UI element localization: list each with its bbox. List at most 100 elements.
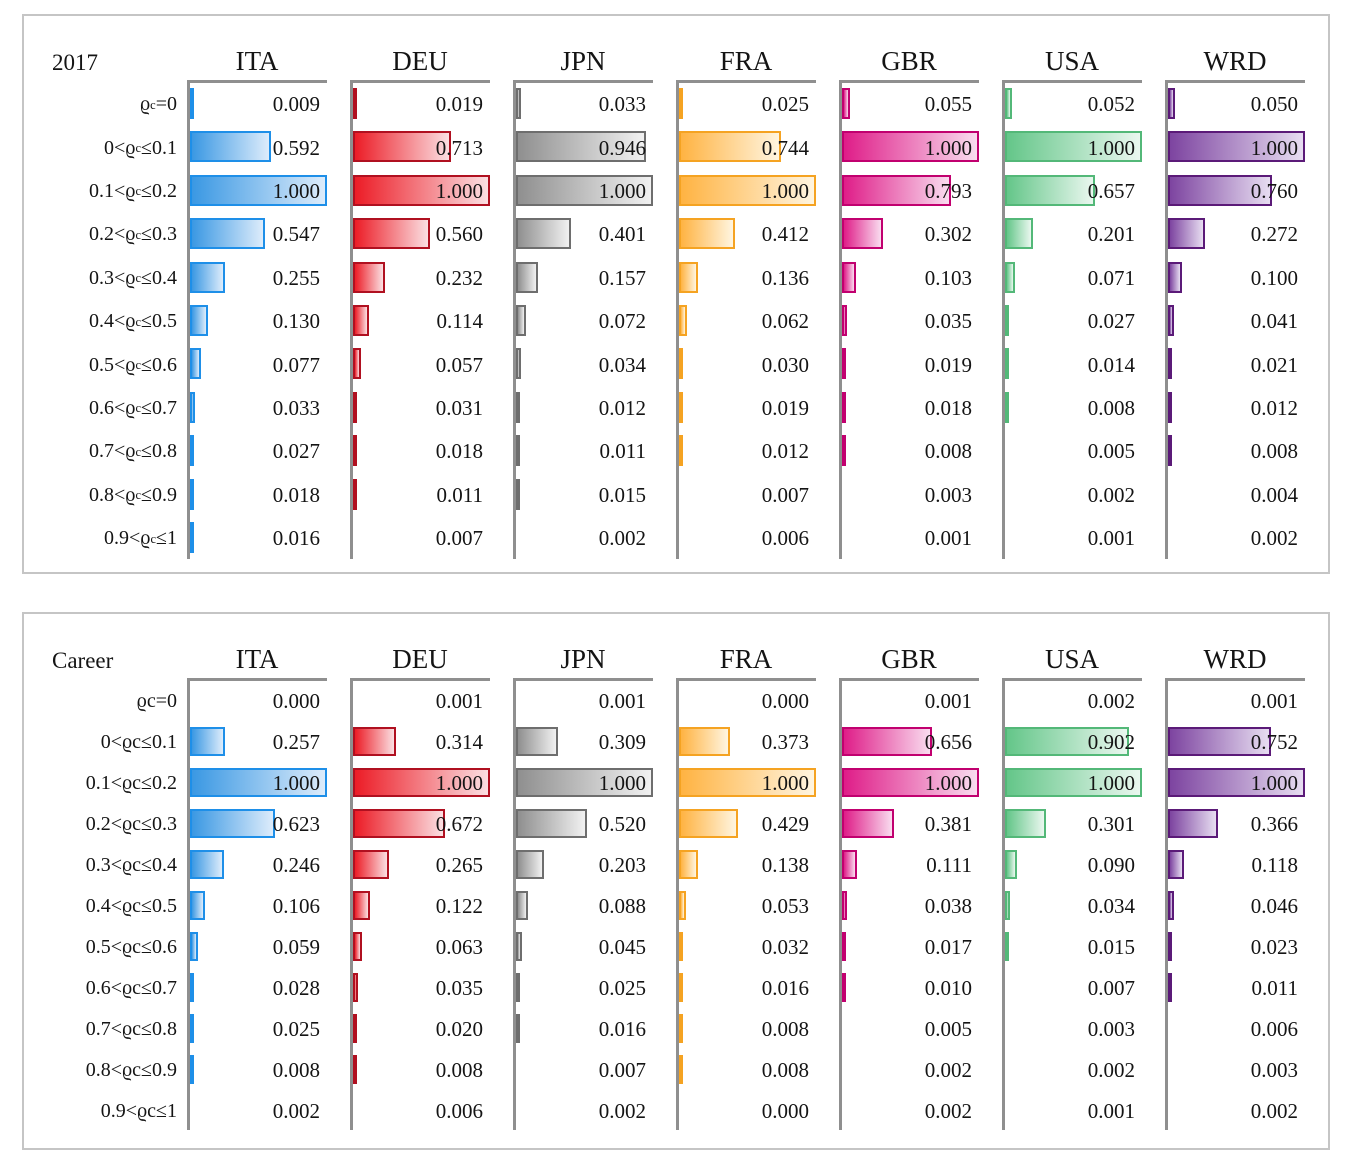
value-label: 1.000 (924, 135, 972, 160)
value-label: 0.025 (761, 92, 809, 117)
value-label: 0.002 (1250, 1099, 1298, 1123)
bar (1005, 88, 1013, 119)
bar (1005, 261, 1015, 293)
value-label: 0.008 (272, 1058, 320, 1082)
value-label: 0.002 (924, 1058, 972, 1082)
bar-row: 0.004 (1168, 474, 1305, 517)
bar (1168, 174, 1273, 206)
value-label: 0.656 (924, 730, 972, 754)
value-label: 0.000 (761, 1099, 809, 1123)
bar-row: 0.623 (190, 804, 327, 845)
value-label: 0.122 (435, 894, 483, 918)
value-label: 0.050 (1250, 92, 1298, 117)
bar-row: 0.005 (842, 1009, 979, 1050)
bar-row: 0.014 (1005, 343, 1142, 386)
panel-2017: 2017 ϱ c =0 0<ϱ c ≤0.1 0.1<ϱ c ≤0.2 0.2<ϱ c ≤0.3 0.3… (22, 14, 1330, 574)
bar (353, 891, 370, 920)
chart-column-gbr: 0.055 1.000 0.793 0.302 0.103 0.035 0.019 0.018… (839, 80, 979, 559)
bar (1168, 932, 1172, 961)
bar-row: 1.000 (1168, 763, 1305, 804)
bar-row: 0.009 (190, 83, 327, 126)
bar-row: 0.002 (190, 1091, 327, 1132)
bar (679, 261, 698, 293)
value-label: 0.257 (272, 730, 320, 754)
bar (190, 1055, 194, 1084)
value-label: 0.052 (1087, 92, 1135, 117)
bar-row: 0.114 (353, 300, 490, 343)
bar (1168, 891, 1175, 920)
value-label: 0.001 (1250, 689, 1298, 713)
bar (679, 850, 698, 879)
value-label: 0.001 (924, 689, 972, 713)
bar-row: 0.547 (190, 213, 327, 256)
row-label-pre: 0.6<ϱ (88, 396, 136, 419)
bar-row: 0.030 (679, 343, 816, 386)
bar (1168, 348, 1172, 380)
value-label: 0.046 (1250, 894, 1298, 918)
bar-row: 0.062 (679, 300, 816, 343)
bar (1168, 131, 1305, 163)
bar-row: 0.012 (1168, 387, 1305, 430)
bar-row: 0.138 (679, 845, 816, 886)
bar-row: 0.002 (516, 1091, 653, 1132)
bar-row: 0.010 (842, 968, 979, 1009)
bar (516, 261, 538, 293)
value-label: 0.103 (924, 265, 972, 290)
bar (679, 348, 684, 380)
bar (679, 809, 738, 838)
chart-column-jpn: 0.001 0.309 1.000 0.520 0.203 0.088 0.045 0.025… (513, 678, 653, 1130)
row-label-post: ≤0.8 (141, 440, 177, 463)
bar (1005, 304, 1009, 336)
bar-row: 0.381 (842, 804, 979, 845)
bar-row: 0.100 (1168, 257, 1305, 300)
value-label: 0.130 (272, 309, 320, 334)
bar (842, 727, 932, 756)
bar-row: 0.760 (1168, 170, 1305, 213)
value-label: 0.027 (272, 439, 320, 464)
bar (190, 1014, 194, 1043)
value-label: 0.057 (435, 352, 483, 377)
value-label: 0.028 (272, 976, 320, 1000)
column-header-gbr: GBR (881, 46, 937, 76)
bar (842, 218, 884, 250)
value-label: 0.157 (598, 265, 646, 290)
bar (842, 131, 979, 163)
value-label: 0.019 (761, 395, 809, 420)
bar-row: 0.011 (353, 474, 490, 517)
bar-row: 0.059 (190, 927, 327, 968)
bar-row: 1.000 (516, 763, 653, 804)
bar (190, 727, 226, 756)
bar-row: 0.034 (516, 343, 653, 386)
value-label: 1.000 (598, 178, 646, 203)
value-label: 0.138 (761, 853, 809, 877)
bar-row: 0.019 (353, 83, 490, 126)
value-label: 0.713 (435, 135, 483, 160)
bar-row: 0.050 (1168, 83, 1305, 126)
chart-column-usa: 0.052 1.000 0.657 0.201 0.071 0.027 0.014 0.008… (1002, 80, 1142, 559)
value-label: 0.001 (1087, 1099, 1135, 1123)
bar-row: 0.019 (842, 343, 979, 386)
row-label-pre: 0.2<ϱc≤0.3 (85, 813, 177, 835)
bar-row: 0.063 (353, 927, 490, 968)
row-label-pre: 0.5<ϱc≤0.6 (85, 936, 177, 958)
bar (190, 850, 224, 879)
column-header-ita: ITA (235, 644, 279, 674)
value-label: 0.005 (924, 1017, 972, 1041)
bar (1168, 973, 1172, 1002)
row-label: 0<ϱc≤0.1 (24, 722, 182, 763)
bar-row: 0.001 (353, 681, 490, 722)
bar (1005, 809, 1047, 838)
bar (842, 174, 951, 206)
bar (1005, 768, 1142, 797)
bar (353, 1014, 357, 1043)
bar-row: 0.025 (190, 1009, 327, 1050)
value-label: 1.000 (598, 771, 646, 795)
chart-column-deu: 0.001 0.314 1.000 0.672 0.265 0.122 0.063 0.035… (350, 678, 490, 1130)
bar (516, 435, 520, 467)
bar-row: 0.007 (1005, 968, 1142, 1009)
row-label-post: ≤0.6 (141, 353, 177, 376)
chart-column-gbr: 0.001 0.656 1.000 0.381 0.111 0.038 0.017 0.010… (839, 678, 979, 1130)
value-label: 0.002 (598, 1099, 646, 1123)
